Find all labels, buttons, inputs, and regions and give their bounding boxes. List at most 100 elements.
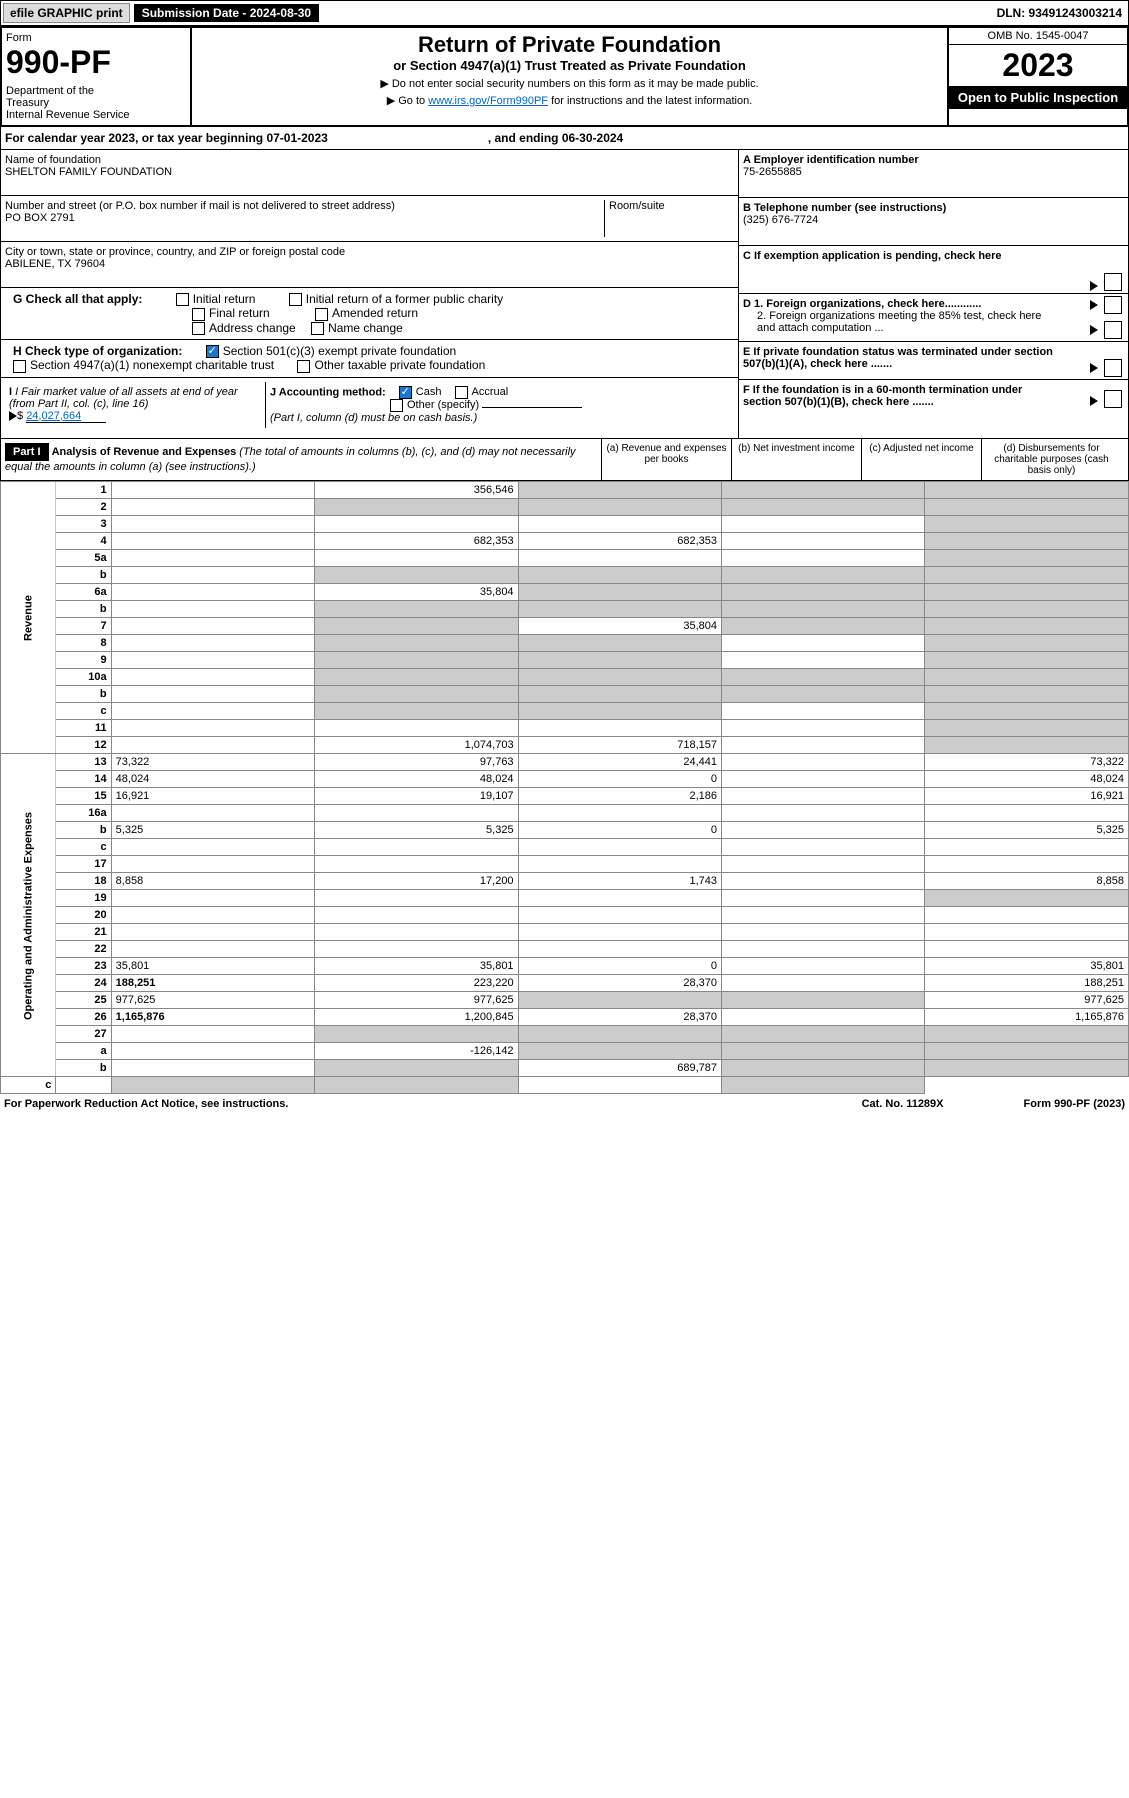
line-desc bbox=[111, 567, 314, 584]
table-row: 1448,02448,024048,024 bbox=[1, 771, 1129, 788]
name-label: Name of foundation bbox=[5, 154, 734, 166]
cell-b bbox=[518, 907, 721, 924]
cell-a: 1,200,845 bbox=[315, 1009, 518, 1026]
table-row: 10a bbox=[1, 669, 1129, 686]
arrow-icon bbox=[1090, 396, 1098, 406]
other-spec-checkbox[interactable] bbox=[390, 399, 403, 412]
cell-d: 5,325 bbox=[925, 822, 1129, 839]
line-desc: 73,322 bbox=[111, 754, 314, 771]
cell-a bbox=[315, 499, 518, 516]
4947-checkbox[interactable] bbox=[13, 360, 26, 373]
name-change-checkbox[interactable] bbox=[311, 322, 324, 335]
table-row: 121,074,703718,157 bbox=[1, 737, 1129, 754]
table-row: c bbox=[1, 839, 1129, 856]
cell-b: 35,804 bbox=[518, 618, 721, 635]
cell-b: 28,370 bbox=[518, 1009, 721, 1026]
accrual-lbl: Accrual bbox=[472, 386, 509, 398]
cell-a bbox=[315, 686, 518, 703]
line-desc: 48,024 bbox=[111, 771, 314, 788]
addr-label: Number and street (or P.O. box number if… bbox=[5, 200, 604, 212]
e-checkbox[interactable] bbox=[1104, 359, 1122, 377]
final-checkbox[interactable] bbox=[192, 308, 205, 321]
cell-a bbox=[315, 941, 518, 958]
d2-label: 2. Foreign organizations meeting the 85%… bbox=[757, 310, 1057, 334]
cell-b: 0 bbox=[518, 822, 721, 839]
line-desc bbox=[111, 686, 314, 703]
calendar-year-row: For calendar year 2023, or tax year begi… bbox=[0, 127, 1129, 150]
cell-c bbox=[722, 754, 925, 771]
form-title: Return of Private Foundation bbox=[196, 32, 943, 58]
table-row: a-126,142 bbox=[1, 1043, 1129, 1060]
f-checkbox[interactable] bbox=[1104, 390, 1122, 408]
cell-d bbox=[925, 652, 1129, 669]
cell-d: 16,921 bbox=[925, 788, 1129, 805]
ssn-note: ▶ Do not enter social security numbers o… bbox=[196, 77, 943, 90]
line-desc: 16,921 bbox=[111, 788, 314, 805]
cell-d bbox=[925, 584, 1129, 601]
initial-lbl: Initial return bbox=[193, 292, 256, 306]
cell-c bbox=[722, 890, 925, 907]
i-value[interactable]: 24,027,664 bbox=[26, 410, 106, 423]
cash-checkbox[interactable] bbox=[399, 386, 412, 399]
amended-checkbox[interactable] bbox=[315, 308, 328, 321]
cell-d: 48,024 bbox=[925, 771, 1129, 788]
cell-c bbox=[722, 788, 925, 805]
table-row: 2335,80135,801035,801 bbox=[1, 958, 1129, 975]
open-public: Open to Public Inspection bbox=[949, 86, 1127, 109]
line-number: 21 bbox=[56, 924, 111, 941]
cell-b bbox=[518, 601, 721, 618]
cell-d bbox=[925, 856, 1129, 873]
cell-d bbox=[925, 941, 1129, 958]
arrow-icon bbox=[1090, 300, 1098, 310]
line-number: 15 bbox=[56, 788, 111, 805]
other-tax-checkbox[interactable] bbox=[297, 360, 310, 373]
accrual-checkbox[interactable] bbox=[455, 386, 468, 399]
cell-c bbox=[722, 652, 925, 669]
table-row: 2 bbox=[1, 499, 1129, 516]
phone-value: (325) 676-7724 bbox=[743, 214, 818, 226]
cell-a bbox=[315, 567, 518, 584]
cell-a bbox=[111, 1077, 314, 1094]
name-change-lbl: Name change bbox=[328, 321, 403, 335]
table-row: 188,85817,2001,7438,858 bbox=[1, 873, 1129, 890]
line-number: b bbox=[56, 822, 111, 839]
cell-b: 2,186 bbox=[518, 788, 721, 805]
initial-checkbox[interactable] bbox=[176, 293, 189, 306]
form-subtitle: or Section 4947(a)(1) Trust Treated as P… bbox=[196, 58, 943, 73]
efile-button[interactable]: efile GRAPHIC print bbox=[3, 3, 130, 23]
irs-link[interactable]: www.irs.gov/Form990PF bbox=[428, 95, 548, 107]
cell-c bbox=[722, 822, 925, 839]
arrow-icon bbox=[1090, 281, 1098, 291]
cell-d bbox=[925, 482, 1129, 499]
h-label: H Check type of organization: bbox=[13, 344, 182, 358]
b-label: B Telephone number (see instructions) bbox=[743, 202, 946, 214]
line-desc: 8,858 bbox=[111, 873, 314, 890]
line-number: 17 bbox=[56, 856, 111, 873]
cell-c bbox=[722, 958, 925, 975]
line-number: 8 bbox=[56, 635, 111, 652]
dept-treasury: Department of theTreasuryInternal Revenu… bbox=[6, 85, 186, 121]
d1-checkbox[interactable] bbox=[1104, 296, 1122, 314]
cell-a bbox=[315, 1026, 518, 1043]
cell-d bbox=[925, 924, 1129, 941]
footer: For Paperwork Reduction Act Notice, see … bbox=[0, 1094, 1129, 1114]
cell-d bbox=[925, 1026, 1129, 1043]
cell-a bbox=[315, 924, 518, 941]
table-row: b689,787 bbox=[1, 1060, 1129, 1077]
cell-a bbox=[315, 516, 518, 533]
line-number: 3 bbox=[56, 516, 111, 533]
line-desc bbox=[111, 618, 314, 635]
cell-d: 35,801 bbox=[925, 958, 1129, 975]
501c3-checkbox[interactable] bbox=[206, 345, 219, 358]
cell-b: 718,157 bbox=[518, 737, 721, 754]
addr-change-checkbox[interactable] bbox=[192, 322, 205, 335]
cell-c bbox=[722, 907, 925, 924]
initial-former-checkbox[interactable] bbox=[289, 293, 302, 306]
d2-checkbox[interactable] bbox=[1104, 321, 1122, 339]
col-c-header: (c) Adjusted net income bbox=[861, 439, 981, 480]
final-lbl: Final return bbox=[209, 306, 270, 320]
cell-a bbox=[315, 856, 518, 873]
c-checkbox[interactable] bbox=[1104, 273, 1122, 291]
cell-b: 28,370 bbox=[518, 975, 721, 992]
line-desc bbox=[111, 737, 314, 754]
